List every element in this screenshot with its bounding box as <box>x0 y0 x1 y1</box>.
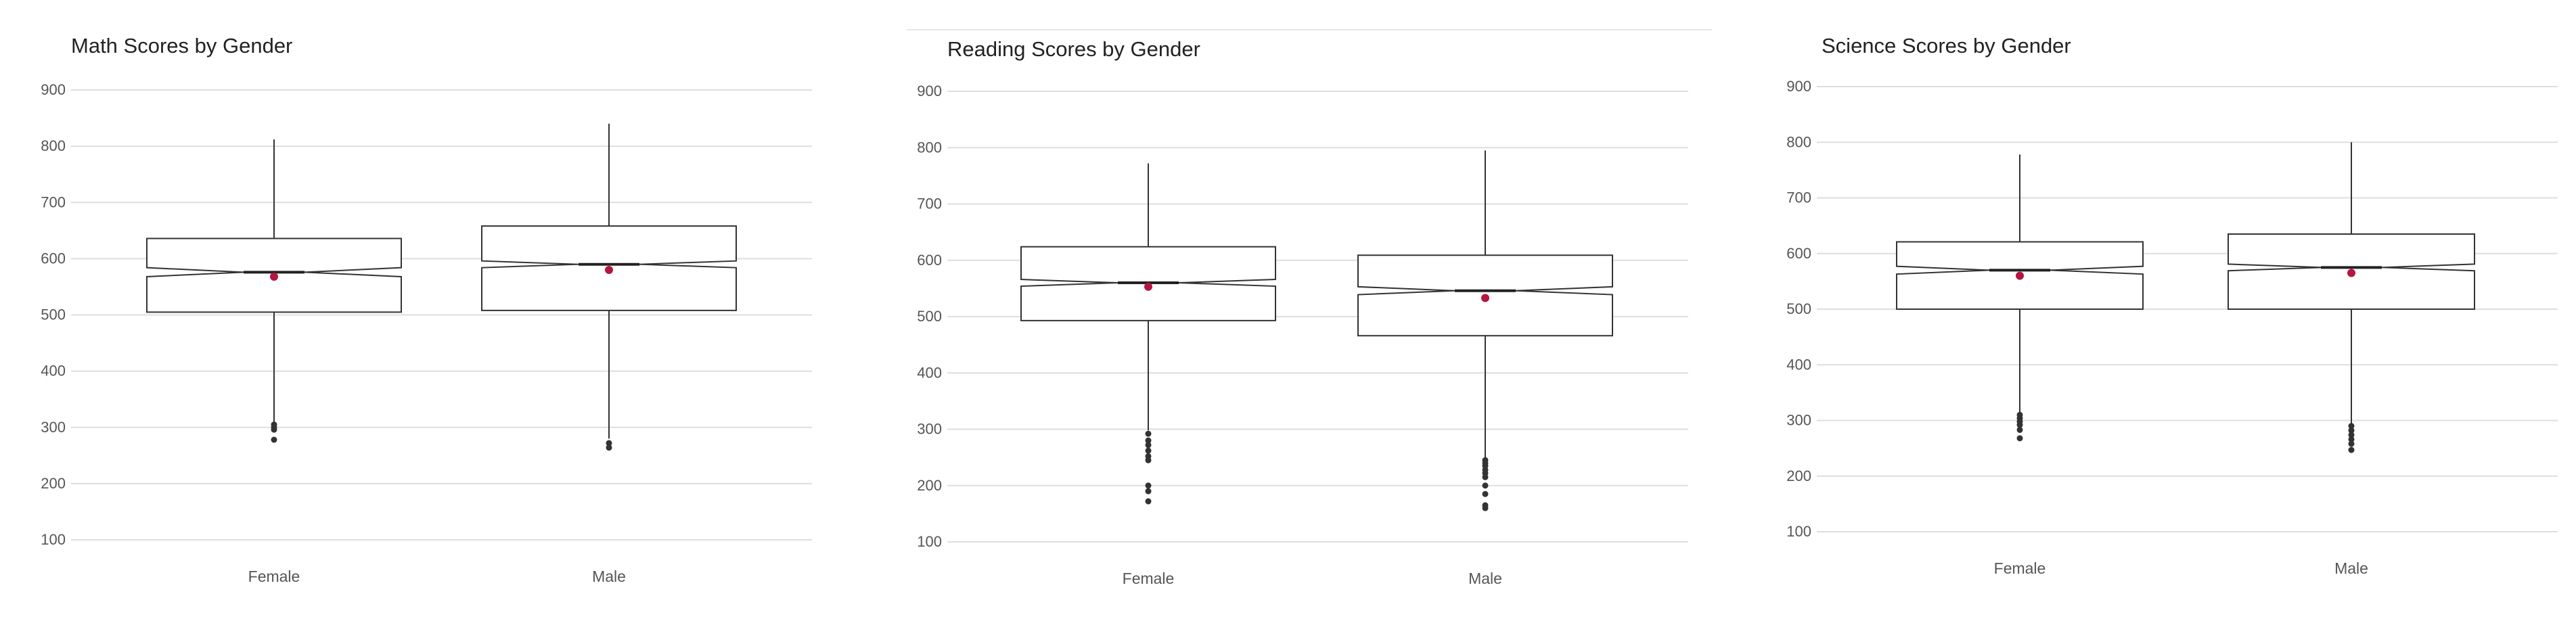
reading-y-tick-label: 100 <box>917 533 942 550</box>
math-y-tick-label: 400 <box>41 363 66 380</box>
reading-female-outlier-point <box>1145 437 1152 444</box>
reading-y-tick-label: 600 <box>917 252 942 269</box>
reading-female-category-label: Female <box>1123 570 1175 587</box>
reading-y-tick-label: 200 <box>917 477 942 494</box>
reading-female-outlier-point <box>1145 430 1152 437</box>
math-y-tick-label: 900 <box>41 81 66 98</box>
science-female-category-label: Female <box>1994 559 2046 577</box>
reading-y-tick-label: 400 <box>917 364 942 381</box>
math-male-box-group <box>481 123 737 451</box>
science-y-tick-label: 500 <box>1786 300 1811 317</box>
math-male-outlier-point <box>606 444 612 451</box>
math-y-tick-label: 800 <box>41 137 66 154</box>
reading-female-outlier-point <box>1145 488 1152 495</box>
science-chart-title: Science Scores by Gender <box>1822 34 2071 58</box>
reading-male-box-group <box>1357 150 1613 511</box>
reading-female-box-group <box>1020 163 1276 505</box>
reading-male-category-label: Male <box>1468 570 1502 587</box>
reading-female-outlier-point <box>1145 457 1152 463</box>
science-y-tick-label: 900 <box>1786 78 1811 95</box>
science-female-box-group <box>1896 154 2144 442</box>
math-y-tick-label: 700 <box>41 193 66 210</box>
reading-male-mean-point <box>1481 294 1489 302</box>
reading-male-outlier-point <box>1482 490 1489 497</box>
reading-y-tick-label: 800 <box>917 139 942 156</box>
reading-y-tick-label: 900 <box>917 83 942 99</box>
reading-y-tick-label: 500 <box>917 308 942 325</box>
science-female-mean-point <box>2016 271 2024 280</box>
science-y-tick-label: 800 <box>1786 133 1811 150</box>
science-y-tick-label: 400 <box>1786 356 1811 373</box>
reading-y-tick-label: 700 <box>917 196 942 212</box>
math-male-outlier-point <box>606 440 612 446</box>
reading-female-outlier-point <box>1145 482 1152 489</box>
science-male-outlier-point <box>2348 436 2355 442</box>
math-y-tick-label: 200 <box>41 475 66 492</box>
math-female-outlier-point <box>271 436 277 443</box>
math-female-box-group <box>146 139 402 443</box>
science-y-tick-label: 200 <box>1786 467 1811 484</box>
math-male-category-label: Male <box>592 568 626 585</box>
reading-male-outlier-point <box>1482 505 1489 511</box>
reading-y-tick-label: 300 <box>917 421 942 438</box>
science-male-mean-point <box>2347 269 2355 277</box>
science-female-outlier-point <box>2016 421 2023 428</box>
math-chart-svg: Math Scores by Gender 100 200 300 400 500 600 7… <box>41 34 812 585</box>
reading-female-mean-point <box>1144 282 1152 291</box>
math-female-mean-point <box>270 272 278 281</box>
reading-female-outlier-point <box>1145 447 1152 454</box>
science-male-outlier-point <box>2348 440 2355 447</box>
reading-female-outlier-point <box>1145 442 1152 449</box>
math-female-category-label: Female <box>248 568 300 585</box>
science-male-box-group <box>2228 142 2475 453</box>
science-chart-svg: Science Scores by Gender 100 200 300 400 500 6… <box>1786 34 2558 577</box>
reading-male-outlier-point <box>1482 474 1489 480</box>
math-male-mean-point <box>605 266 613 274</box>
reading-male-outlier-point <box>1482 482 1489 489</box>
reading-female-outlier-point <box>1145 498 1152 505</box>
math-y-tick-label: 100 <box>41 531 66 548</box>
science-female-outlier-point <box>2016 435 2023 442</box>
math-y-tick-label: 500 <box>41 306 66 323</box>
science-male-outlier-point <box>2348 446 2355 453</box>
science-male-outlier-point <box>2348 432 2355 438</box>
science-male-outlier-point <box>2348 427 2355 434</box>
math-female-outlier-point <box>271 426 277 433</box>
math-chart-panel: Math Scores by Gender 100 200 300 400 500 600 7… <box>0 0 832 642</box>
reading-chart-svg: Reading Scores by Gender 100 200 300 400 500 6… <box>907 29 1712 587</box>
math-chart-title: Math Scores by Gender <box>71 34 292 58</box>
science-male-outlier-point <box>2348 423 2355 430</box>
science-male-category-label: Male <box>2334 559 2368 577</box>
science-female-outlier-point <box>2016 426 2023 433</box>
science-y-tick-label: 300 <box>1786 412 1811 429</box>
reading-chart-title: Reading Scores by Gender <box>947 37 1200 61</box>
reading-chart-panel: Reading Scores by Gender 100 200 300 400 500 6… <box>880 0 1712 642</box>
science-y-tick-label: 100 <box>1786 523 1811 540</box>
math-y-tick-label: 600 <box>41 250 66 267</box>
science-y-tick-label: 700 <box>1786 189 1811 206</box>
math-y-tick-label: 300 <box>41 419 66 436</box>
science-y-tick-label: 600 <box>1786 245 1811 262</box>
science-chart-panel: Science Scores by Gender 100 200 300 400 500 6… <box>1746 0 2576 642</box>
